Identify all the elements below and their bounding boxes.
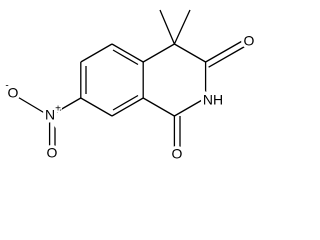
bond xyxy=(142,97,175,117)
charge: + xyxy=(55,104,61,115)
bond xyxy=(174,97,206,117)
bond xyxy=(142,43,175,63)
structure: O NH O N + O - O xyxy=(4,9,258,165)
atom-label: O xyxy=(172,146,183,162)
bond xyxy=(49,97,82,117)
bond xyxy=(80,43,113,63)
bond xyxy=(112,49,139,66)
bond xyxy=(208,44,247,68)
bond xyxy=(173,9,191,45)
atom-labels: O NH O N + O - O xyxy=(4,30,258,165)
bond xyxy=(205,39,245,63)
atom-label: O xyxy=(47,145,58,161)
bond xyxy=(112,94,139,111)
bond xyxy=(111,97,144,117)
bonds xyxy=(15,9,247,150)
charge: - xyxy=(5,81,8,92)
atom-label: N xyxy=(45,107,55,123)
bond xyxy=(80,97,113,117)
bond xyxy=(159,9,175,45)
atom-label: NH xyxy=(203,92,223,108)
bond xyxy=(174,43,206,63)
atom-label: O xyxy=(244,33,255,49)
atom-label: O xyxy=(8,85,19,101)
bond xyxy=(15,95,50,117)
bond xyxy=(111,43,144,63)
